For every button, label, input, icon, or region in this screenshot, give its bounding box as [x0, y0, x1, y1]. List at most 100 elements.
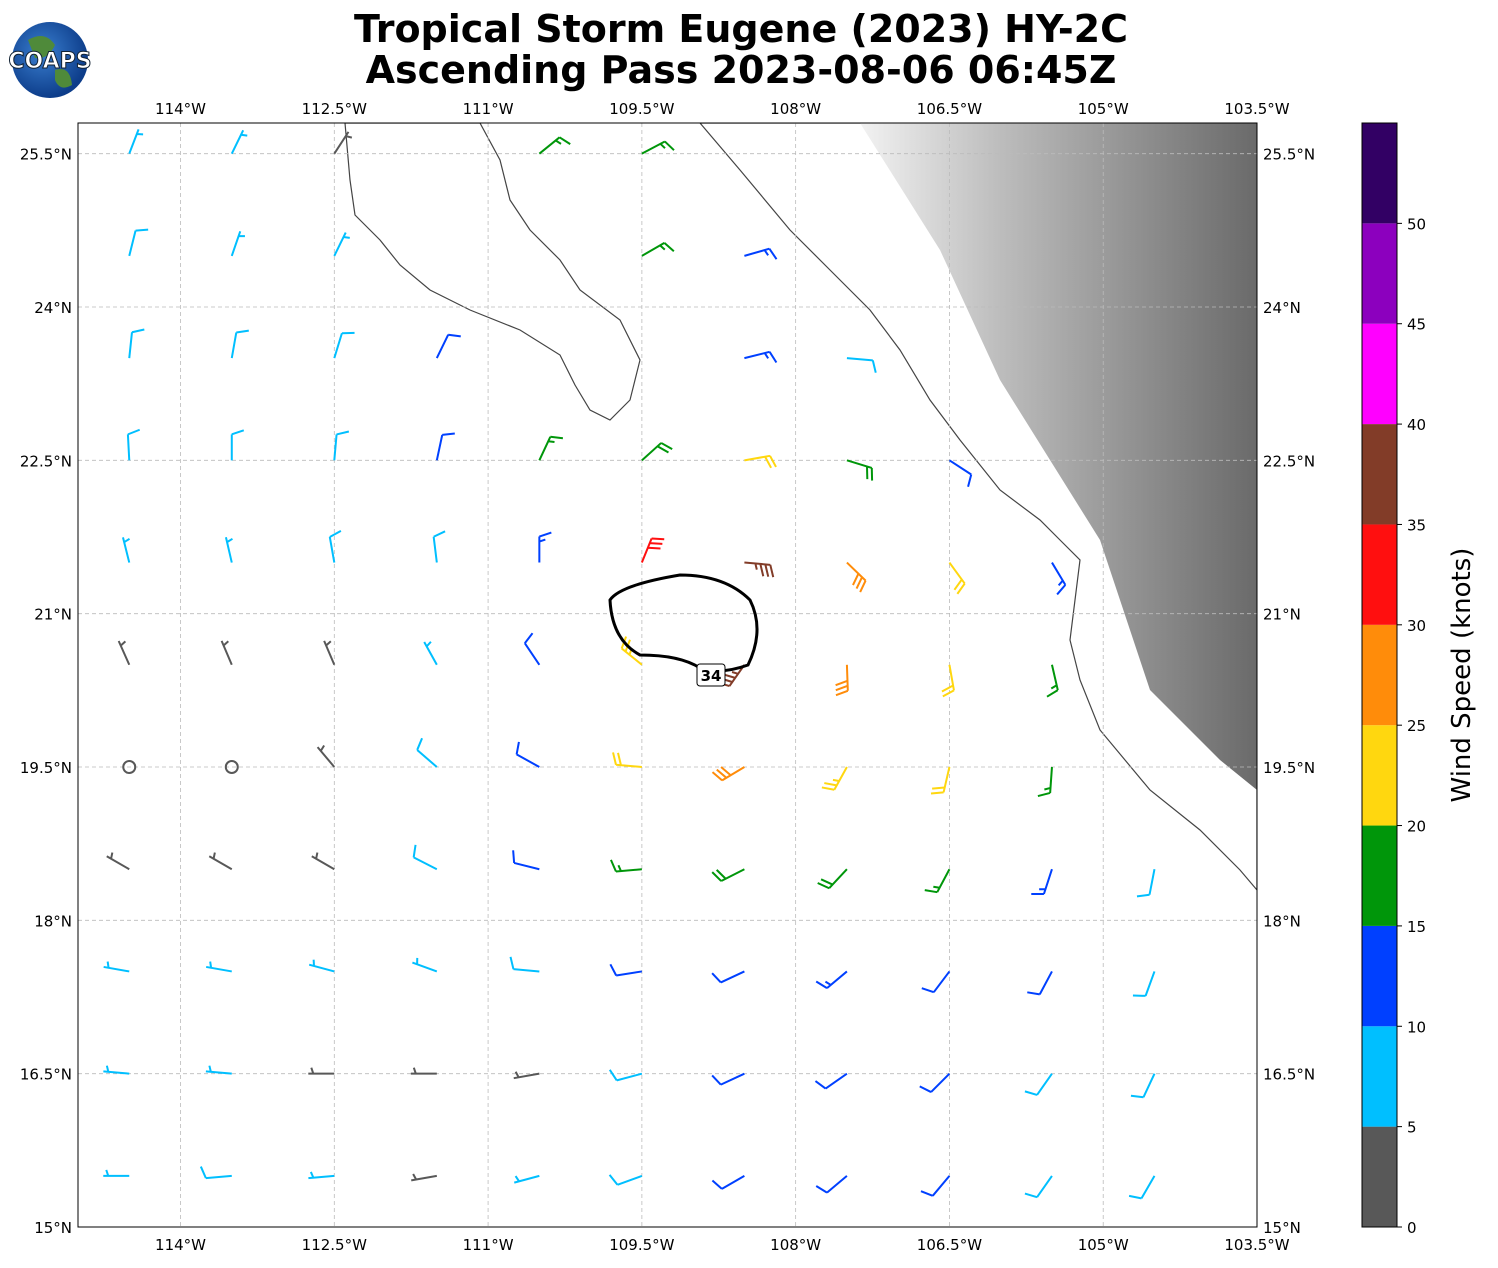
map-base [78, 123, 1257, 1227]
wind-barb [323, 640, 336, 666]
x-tick-label: 111°W [463, 100, 514, 118]
wind-barb [711, 766, 745, 782]
wind-barb [230, 329, 249, 359]
colorbar-segment [1362, 424, 1397, 525]
logo-text: COAPS [8, 49, 91, 74]
contour-label-box [696, 663, 726, 687]
colorbar-tick-label: 15 [1407, 918, 1426, 936]
y-tick-label: 25.5°N [1263, 146, 1315, 164]
wind-barb [199, 1166, 232, 1180]
wind-barb [744, 454, 777, 469]
y-tick-label: 24°N [34, 299, 72, 317]
x-tick-label: 106.5°W [917, 1236, 982, 1254]
wind-barb [846, 357, 877, 373]
wind-barb [435, 432, 455, 461]
wind-barb [1128, 1175, 1156, 1200]
title-line: Tropical Storm Eugene (2023) HY-2C [354, 7, 1128, 51]
wind-barb [1046, 664, 1059, 698]
colorbar-tick-label: 10 [1407, 1018, 1426, 1036]
wind-barb [416, 737, 438, 768]
wind-barb [423, 641, 438, 666]
colorbar-label: Wind Speed (knots) [1447, 548, 1477, 803]
wind-barb [924, 868, 951, 894]
wind-barb [117, 640, 131, 666]
wind-barb [814, 1072, 848, 1090]
colorbar-tick-label: 20 [1407, 818, 1426, 836]
x-tick-label: 105°W [1078, 1236, 1129, 1254]
colorbar-tick-label: 0 [1407, 1219, 1417, 1237]
wind-barb [815, 970, 848, 990]
wind-barb [311, 852, 335, 871]
wind-barb [512, 850, 540, 871]
x-tick-label: 108°W [770, 1236, 821, 1254]
wind-barb [103, 961, 130, 973]
x-tick-label: 112.5°W [302, 1236, 367, 1254]
wind-barb [609, 963, 643, 977]
wind-calm [224, 760, 239, 774]
wind-barb [921, 970, 951, 994]
y-tick-label: 24°N [1263, 299, 1301, 317]
wind-barb [410, 1067, 437, 1075]
wind-barb [126, 428, 141, 461]
colorbar-segment [1362, 323, 1397, 425]
colorbar-frame [1361, 122, 1398, 1228]
wind-barb [333, 131, 353, 155]
map-frame [77, 122, 1258, 1228]
y-tick-label: 18°N [34, 912, 72, 930]
colorbar-tick-label: 45 [1407, 316, 1426, 334]
wind-barb [608, 1069, 643, 1082]
colorbar-tick-label: 25 [1407, 717, 1426, 735]
y-tick-label: 21°N [1263, 606, 1301, 624]
y-tick-label: 16.5°N [1263, 1066, 1315, 1084]
wind-barb [515, 741, 540, 768]
wind-barb [412, 957, 438, 973]
wind-barb [106, 852, 130, 871]
wind-barb [610, 859, 642, 873]
wind-barb [641, 140, 675, 155]
x-tick-label: 106.5°W [917, 100, 982, 118]
colorbar-segment [1362, 223, 1397, 324]
x-tick-label: 103.5°W [1224, 100, 1289, 118]
wind-radius-contour [608, 573, 759, 673]
logo: COAPS [8, 22, 92, 98]
y-tick-label: 15°N [34, 1219, 72, 1237]
wind-barb [435, 333, 461, 359]
wind-barb [612, 752, 642, 768]
wind-barb [919, 1072, 951, 1093]
wind-barb [1136, 869, 1156, 898]
wind-barb [538, 136, 571, 155]
colorbar-segment [1362, 1126, 1397, 1227]
wind-barb [815, 1175, 848, 1194]
colorbar-segment [1362, 123, 1397, 224]
wind-barb [538, 531, 552, 563]
y-tick-label: 15°N [1263, 1219, 1301, 1237]
terrain [860, 123, 1257, 790]
y-tick-label: 18°N [1263, 912, 1301, 930]
wind-barb [230, 129, 248, 155]
wind-barb [1024, 1175, 1053, 1199]
wind-barb [224, 536, 233, 563]
y-tick-label: 19.5°N [20, 759, 72, 777]
wind-calm [122, 760, 137, 774]
x-tick-label: 112.5°W [302, 100, 367, 118]
colorbar-segment [1362, 624, 1397, 726]
colorbar-tick-label: 5 [1407, 1119, 1417, 1137]
wind-barb [128, 129, 144, 155]
wind-barb [948, 561, 966, 595]
wind-barb [641, 242, 675, 257]
wind-barb [128, 228, 149, 257]
x-tick-label: 114°W [155, 1236, 206, 1254]
wind-barb [608, 1174, 643, 1186]
coastline [344, 123, 641, 421]
wind-barb [328, 530, 342, 563]
x-tick-label: 114°W [155, 100, 206, 118]
wind-barb [509, 956, 540, 973]
wind-barb [1130, 1073, 1156, 1099]
colorbar-segment [1362, 725, 1397, 826]
wind-barb [523, 632, 541, 666]
y-tick-label: 21°N [34, 606, 72, 624]
wind-barb [711, 1175, 745, 1190]
wind-barb [432, 530, 446, 563]
wind-barb [103, 1065, 130, 1075]
wind-barb [640, 537, 665, 563]
